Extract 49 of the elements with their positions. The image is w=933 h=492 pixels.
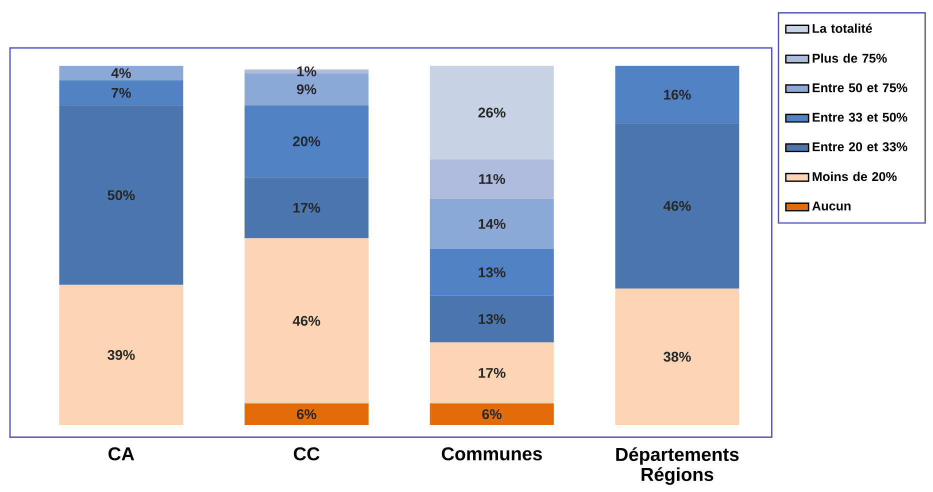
bar [615, 123, 740, 289]
legend-label: Entre 33 et 50% [812, 112, 908, 122]
bar [430, 249, 554, 296]
bar [59, 66, 184, 80]
bar [59, 106, 184, 286]
data-label: 20% [293, 136, 320, 146]
data-label: 4% [111, 68, 131, 78]
bar [430, 66, 554, 160]
data-label: 13% [478, 314, 506, 324]
data-label: 6% [482, 409, 502, 420]
x-tick-label: Communes [442, 447, 542, 461]
bar [430, 404, 554, 426]
legend-label: Aucun [812, 202, 851, 211]
data-label: 1% [297, 66, 316, 76]
data-label: 11% [479, 174, 506, 184]
x-tick-label: CA [108, 447, 134, 461]
data-label: 26% [478, 108, 506, 118]
bar [430, 296, 554, 342]
bar [244, 238, 369, 404]
data-label: 14% [478, 219, 506, 229]
bar [59, 285, 184, 426]
data-label: 46% [663, 201, 691, 212]
bar [244, 106, 369, 178]
data-label: 13% [478, 268, 506, 278]
legend-label: Entre 50 et 75% [812, 83, 908, 92]
legend-label: La totalité [812, 24, 872, 34]
data-label: 9% [296, 84, 316, 94]
x-tick-label: CC [294, 447, 320, 461]
bar [430, 159, 554, 199]
data-label: 16% [664, 90, 691, 100]
legend-label: Entre 20 et 33% [812, 142, 908, 152]
legend-label: Plus de 75% [812, 54, 887, 63]
x-tick-label: Départements Régions [616, 447, 739, 485]
bar [244, 177, 369, 238]
data-label: 7% [112, 88, 131, 98]
bar [430, 342, 554, 404]
bar [615, 288, 740, 426]
data-label: 50% [108, 190, 135, 200]
legend-label: Moins de 20% [812, 172, 897, 182]
bar [244, 404, 369, 426]
data-label: 17% [478, 368, 506, 378]
data-label: 38% [664, 352, 691, 362]
data-label: 17% [293, 202, 320, 213]
bar [430, 198, 554, 250]
data-label: 39% [108, 350, 135, 360]
bar [59, 80, 184, 106]
data-label: 6% [296, 409, 316, 420]
data-label: 46% [292, 316, 320, 326]
bar [615, 66, 740, 124]
